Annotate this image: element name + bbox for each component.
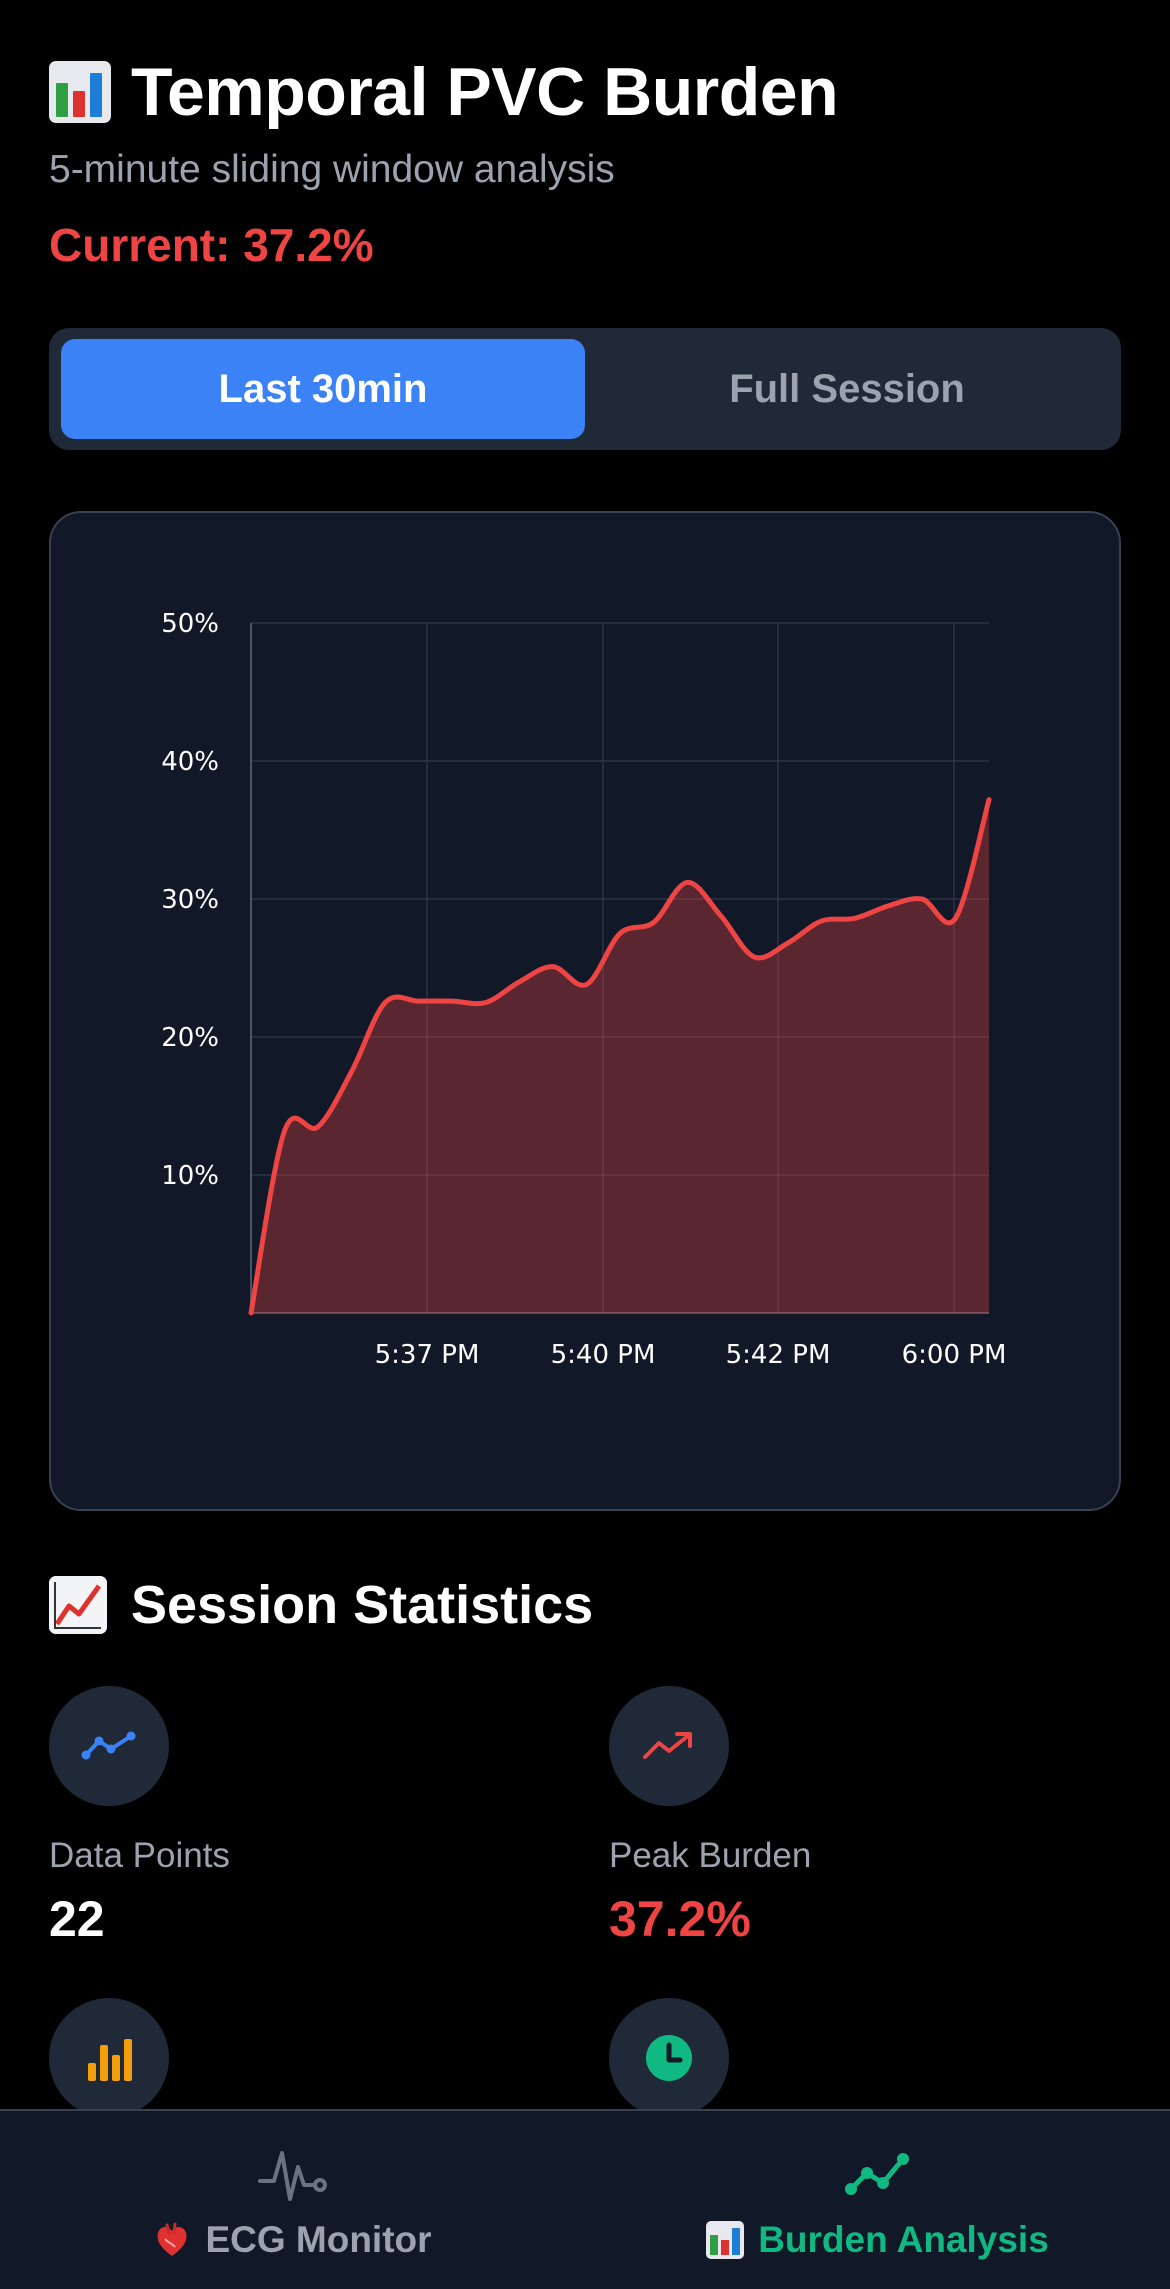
stat-label: Peak Burden (609, 1836, 812, 1875)
stat-label: Data Points (49, 1836, 230, 1875)
trending-up-icon (609, 1686, 729, 1806)
clock-icon (609, 1998, 729, 2118)
y-axis-ticks: 10% 20% 30% 40% 50% (161, 609, 219, 1191)
stat-average (49, 1998, 549, 2118)
title-row: Temporal PVC Burden (49, 48, 1121, 136)
waveform-icon (257, 2151, 327, 2201)
bar-chart-emoji-icon (706, 2221, 745, 2259)
x-tick-label: 5:42 PM (726, 1340, 831, 1370)
stats-section-header: Session Statistics (49, 1570, 593, 1640)
stat-duration (609, 1998, 1109, 2118)
stat-value: 22 (49, 1891, 105, 1947)
anatomical-heart-emoji-icon (158, 2222, 187, 2256)
y-tick-label: 30% (161, 885, 219, 915)
bar-chart-emoji-icon (49, 61, 111, 123)
time-range-selector: Last 30min Full Session (49, 328, 1121, 450)
trend-line-icon (844, 2153, 909, 2195)
stat-data-points: Data Points 22 (49, 1686, 549, 1948)
burden-chart: 10% 20% 30% 40% 50% 5:37 PM 5:40 PM 5:42 PM 6:0… (161, 609, 1007, 1370)
chart-increasing-emoji-icon (49, 1576, 107, 1634)
stats-title: Session Statistics (131, 1575, 594, 1635)
burden-line (248, 797, 992, 1316)
bar-chart-icon (49, 1998, 169, 2118)
x-tick-label: 5:40 PM (551, 1340, 656, 1370)
x-axis-ticks: 5:37 PM 5:40 PM 5:42 PM 6:00 PM (375, 1340, 1007, 1370)
y-tick-label: 40% (161, 747, 219, 777)
page-title: Temporal PVC Burden (131, 54, 839, 130)
burden-chart-card: 10% 20% 30% 40% 50% 5:37 PM 5:40 PM 5:42 PM 6:0… (49, 511, 1121, 1511)
page-subtitle: 5-minute sliding window analysis (49, 148, 615, 191)
tab-label: Burden Analysis (758, 2219, 1049, 2260)
tab-label: ECG Monitor (205, 2219, 432, 2260)
stat-value: 37.2% (609, 1891, 751, 1947)
x-tick-label: 5:37 PM (375, 1340, 480, 1370)
y-tick-label: 20% (161, 1023, 219, 1053)
segment-last-30min[interactable]: Last 30min (61, 339, 585, 439)
tab-bar: ECG Monitor Burden Analysis (0, 2109, 1170, 2289)
x-tick-label: 6:00 PM (902, 1340, 1007, 1370)
y-tick-label: 10% (161, 1161, 219, 1191)
segment-full-session[interactable]: Full Session (729, 366, 965, 411)
chart-grid (250, 622, 989, 1314)
burden-area (251, 799, 989, 1313)
current-burden: Current: 37.2% (49, 219, 374, 271)
tab-burden-analysis[interactable]: Burden Analysis (585, 2111, 1170, 2289)
stat-peak-burden: Peak Burden 37.2% (609, 1686, 1109, 1948)
tab-ecg-monitor[interactable]: ECG Monitor (0, 2111, 585, 2289)
header: Temporal PVC Burden 5-minute sliding win… (49, 48, 1121, 272)
y-tick-label: 50% (161, 609, 219, 639)
trend-line-icon (49, 1686, 169, 1806)
